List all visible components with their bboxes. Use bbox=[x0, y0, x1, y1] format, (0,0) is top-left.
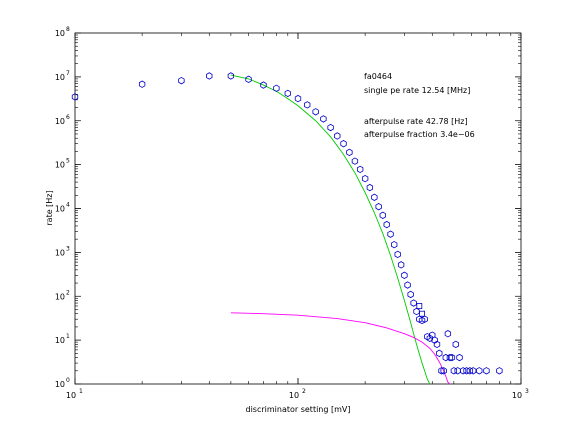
data-points bbox=[71, 72, 503, 375]
data-point-hexagon bbox=[294, 94, 302, 103]
data-point-hexagon bbox=[371, 193, 378, 201]
data-point-hexagon bbox=[379, 211, 386, 219]
y-tick-label: 10 bbox=[55, 248, 65, 257]
data-point-hexagon bbox=[421, 315, 428, 323]
data-point-hexagon bbox=[245, 75, 252, 83]
data-point-hexagon bbox=[346, 148, 353, 157]
y-tick-label: 10 bbox=[55, 292, 65, 301]
y-tick-label: 10 bbox=[55, 117, 65, 126]
data-point-hexagon bbox=[469, 367, 477, 375]
data-point-hexagon bbox=[466, 367, 474, 375]
data-point-hexagon bbox=[304, 101, 311, 109]
data-point-hexagon bbox=[476, 367, 483, 375]
y-tick-label: 10 bbox=[55, 336, 65, 345]
data-point-hexagon bbox=[431, 336, 438, 344]
y-tick-exponent: 4 bbox=[66, 202, 70, 209]
x-axis-title: discriminator setting [mV] bbox=[245, 405, 350, 414]
x-tick-label: 10 bbox=[512, 391, 522, 400]
data-point-hexagon bbox=[442, 353, 449, 362]
y-tick-exponent: 7 bbox=[66, 70, 70, 77]
annotation-afterpulse-rate: afterpulse rate 42.78 [Hz] bbox=[364, 117, 468, 126]
data-point-hexagon bbox=[312, 108, 319, 116]
y-tick-exponent: 6 bbox=[66, 114, 70, 121]
data-point-hexagon bbox=[138, 80, 146, 88]
y-axis-title: rate [Hz] bbox=[45, 190, 54, 225]
data-point-hexagon bbox=[366, 183, 374, 192]
data-point-hexagon bbox=[436, 349, 443, 357]
data-point-hexagon bbox=[450, 367, 458, 375]
y-tick-exponent: 2 bbox=[66, 289, 70, 296]
data-point-hexagon bbox=[351, 157, 359, 165]
plot-area bbox=[74, 32, 522, 385]
data-point-hexagon bbox=[413, 307, 420, 316]
data-point-hexagon bbox=[401, 271, 408, 279]
data-point-hexagon bbox=[178, 76, 185, 85]
data-point-hexagon bbox=[407, 290, 414, 299]
data-point-hexagon bbox=[284, 89, 291, 98]
y-tick-label: 10 bbox=[55, 380, 65, 389]
data-point-hexagon bbox=[433, 340, 441, 349]
data-point-hexagon bbox=[387, 230, 394, 238]
y-tick-exponent: 8 bbox=[66, 26, 70, 33]
data-point-square bbox=[416, 303, 423, 309]
data-point-hexagon bbox=[340, 140, 347, 148]
data-point-hexagon bbox=[448, 353, 456, 362]
data-point-hexagon bbox=[444, 330, 452, 338]
data-point-hexagon bbox=[426, 334, 433, 342]
data-point-hexagon bbox=[446, 353, 454, 362]
data-point-hexagon bbox=[71, 93, 79, 101]
data-point-square bbox=[419, 310, 425, 317]
data-point-hexagon bbox=[410, 299, 417, 307]
data-point-hexagon bbox=[206, 72, 213, 80]
data-point-hexagon bbox=[438, 367, 445, 375]
data-point-hexagon bbox=[356, 165, 364, 174]
data-point-hexagon bbox=[394, 250, 401, 259]
x-tick-exponent: 2 bbox=[302, 388, 306, 395]
data-point-hexagon bbox=[260, 81, 267, 89]
data-point-hexagon bbox=[227, 72, 235, 80]
data-point-hexagon bbox=[327, 123, 334, 132]
data-point-hexagon bbox=[334, 132, 341, 140]
data-point-hexagon bbox=[273, 84, 280, 92]
tick-marks bbox=[74, 32, 522, 385]
data-point-hexagon bbox=[404, 281, 411, 289]
x-tick-label: 10 bbox=[289, 391, 299, 400]
data-point-hexagon bbox=[375, 203, 382, 211]
annotation-id: fa0464 bbox=[364, 72, 392, 81]
x-tick-label: 10 bbox=[66, 391, 76, 400]
annotation-afterpulse-fraction: afterpulse fraction 3.4e−06 bbox=[364, 130, 475, 139]
data-point-hexagon bbox=[452, 340, 459, 349]
y-tick-exponent: 5 bbox=[66, 158, 70, 165]
y-tick-exponent: 3 bbox=[66, 245, 70, 252]
x-tick-exponent: 3 bbox=[525, 388, 529, 395]
data-point-hexagon bbox=[397, 261, 405, 269]
y-tick-label: 10 bbox=[55, 161, 65, 170]
y-tick-label: 10 bbox=[55, 73, 65, 82]
data-point-hexagon bbox=[459, 367, 467, 375]
data-point-hexagon bbox=[418, 316, 426, 325]
fit-line bbox=[230, 74, 431, 385]
data-point-hexagon bbox=[496, 367, 503, 375]
y-tick-label: 10 bbox=[55, 29, 65, 38]
data-point-hexagon bbox=[463, 367, 470, 375]
data-point-hexagon bbox=[391, 240, 398, 249]
data-point-hexagon bbox=[383, 220, 390, 229]
data-point-hexagon bbox=[361, 174, 369, 183]
annotation-single-pe-rate: single pe rate 12.54 [MHz] bbox=[364, 86, 470, 95]
data-point-hexagon bbox=[320, 115, 327, 123]
y-tick-exponent: 0 bbox=[66, 377, 70, 384]
x-tick-labels: 10 1 10 2 10 3 bbox=[66, 388, 529, 400]
x-tick-exponent: 1 bbox=[79, 388, 83, 395]
y-tick-label: 10 bbox=[55, 205, 65, 214]
data-point-hexagon bbox=[483, 367, 490, 375]
data-point-hexagon bbox=[456, 353, 463, 362]
data-point-hexagon bbox=[440, 367, 447, 375]
y-tick-exponent: 1 bbox=[66, 333, 70, 340]
